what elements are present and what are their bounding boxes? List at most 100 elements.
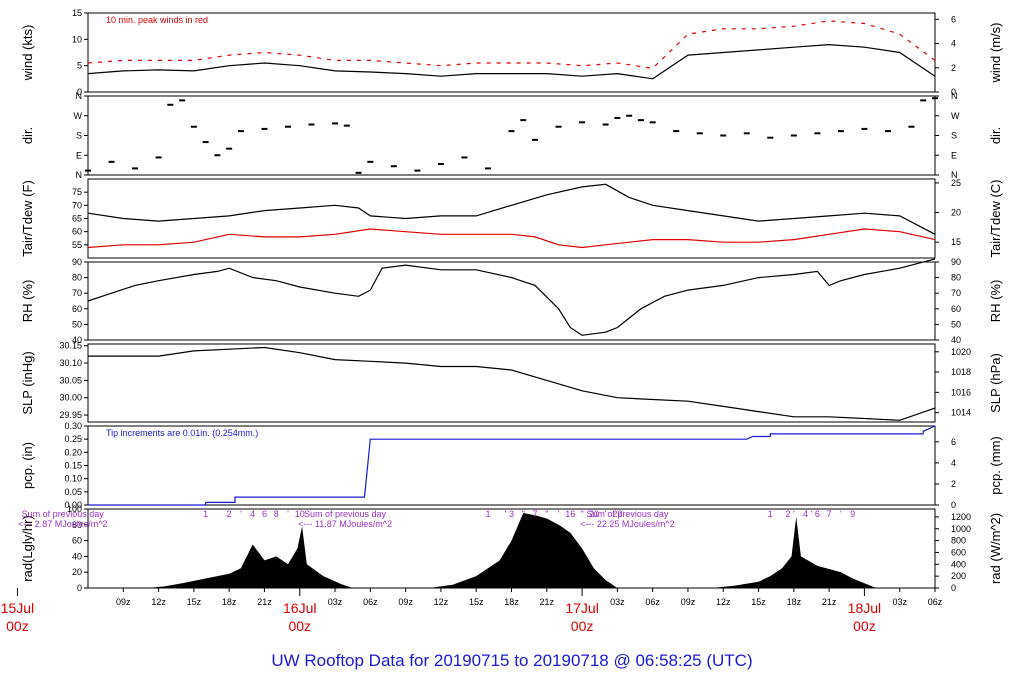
hour-mark: ' xyxy=(505,509,507,519)
daily-sum-note: Sum of previous day xyxy=(304,509,387,519)
left-axis-title: SLP (inHg) xyxy=(20,351,35,414)
right-tick-label: 200 xyxy=(951,571,966,581)
Tair-line xyxy=(87,183,936,235)
left-axis-title: Tair/Tdew (F) xyxy=(20,180,35,257)
left-tick-label: N xyxy=(76,170,83,180)
left-axis-title: dir. xyxy=(20,127,35,144)
right-tick-label: 25 xyxy=(951,178,961,188)
left-tick-label: 80 xyxy=(72,273,82,283)
panel-frame xyxy=(87,95,936,176)
left-axis-title: wind (kts) xyxy=(20,25,35,82)
direction-point xyxy=(85,169,91,172)
direction-point xyxy=(520,119,527,122)
direction-point xyxy=(343,124,350,127)
hour-tick-label: 15z xyxy=(751,597,766,607)
right-tick-label: 1018 xyxy=(951,367,971,377)
direction-point xyxy=(579,121,586,124)
left-tick-label: 30.15 xyxy=(59,341,82,351)
right-tick-label: 800 xyxy=(951,536,966,546)
direction-point xyxy=(437,163,444,166)
hour-tick-label: 21z xyxy=(822,597,837,607)
right-axis-title: SLP (hPa) xyxy=(988,353,1003,413)
left-tick-label: 15 xyxy=(72,8,82,18)
right-axis-title: Tair/Tdew (C) xyxy=(988,179,1003,257)
daily-sum-value: <--- 22.25 MJoules/m^2 xyxy=(580,519,675,529)
hour-mark: 1 xyxy=(203,509,208,519)
right-tick-label: 1000 xyxy=(951,524,971,534)
hour-mark: 16 xyxy=(565,509,575,519)
left-tick-label: 0.15 xyxy=(64,461,82,471)
hour-tick-label: 03z xyxy=(328,597,343,607)
hour-mark: ' xyxy=(287,509,289,519)
direction-point xyxy=(390,165,397,168)
daily-sum-value: <--- 2.87 MJoules/m^2 xyxy=(18,519,108,529)
radiation-area xyxy=(88,513,935,588)
hour-tick-label: 18z xyxy=(504,597,519,607)
direction-point xyxy=(532,138,539,141)
hour-mark: ' xyxy=(605,509,607,519)
panel-note: Tip increments are 0.01in. (0.254mm.) xyxy=(106,428,258,438)
left-tick-label: 70 xyxy=(72,200,82,210)
direction-point xyxy=(673,130,680,133)
direction-point xyxy=(284,125,291,128)
hour-tick-label: 18z xyxy=(222,597,237,607)
left-tick-label: 0.25 xyxy=(64,434,82,444)
hour-tick-label: 09z xyxy=(116,597,131,607)
panel-rh: 40 50 60 70 80 90 40 50 60 70 80 90 RH (%) RH (%) xyxy=(20,257,1003,345)
right-axis-title: rad (W/m^2) xyxy=(988,513,1003,584)
direction-point xyxy=(367,160,374,163)
panel-note: 10 min. peak winds in red xyxy=(106,15,208,25)
direction-point xyxy=(190,125,197,128)
left-axis-title: rad(Lgly/hr) xyxy=(20,515,35,581)
left-tick-label: 20 xyxy=(72,567,82,577)
hour-tick-label: 12z xyxy=(434,597,449,607)
hour-mark: 10 xyxy=(295,509,305,519)
direction-point xyxy=(484,167,491,170)
hour-tick-label: 21z xyxy=(257,597,272,607)
wind-line xyxy=(87,43,936,80)
left-tick-label: 0.00 xyxy=(64,500,82,510)
left-tick-label: 30.10 xyxy=(59,358,82,368)
left-tick-label: 0.05 xyxy=(64,487,82,497)
day-time-label: 00z xyxy=(853,618,876,634)
hour-mark: 20 xyxy=(589,509,599,519)
left-tick-label: N xyxy=(76,91,83,101)
right-tick-label: W xyxy=(951,111,960,121)
hour-mark: 8 xyxy=(274,509,279,519)
direction-point xyxy=(461,156,468,159)
hour-tick-label: 21z xyxy=(540,597,555,607)
hour-mark: 4 xyxy=(803,509,808,519)
direction-point xyxy=(932,97,938,100)
right-tick-label: 70 xyxy=(951,288,961,298)
left-tick-label: 80 xyxy=(72,520,82,530)
left-tick-label: 0 xyxy=(77,87,82,97)
hour-mark: 7 xyxy=(827,509,832,519)
hour-mark: 9 xyxy=(850,509,855,519)
right-tick-label: 1016 xyxy=(951,387,971,397)
right-tick-label: 2 xyxy=(951,63,956,73)
left-tick-label: 100 xyxy=(67,504,82,514)
right-tick-label: 1200 xyxy=(951,512,971,522)
hour-mark: 7 xyxy=(533,509,538,519)
left-tick-label: 0.10 xyxy=(64,474,82,484)
hour-tick-label: 06z xyxy=(928,597,943,607)
direction-point xyxy=(884,130,891,133)
panel-pcp: 0.00 0.05 0.10 0.15 0.20 0.25 0.30 0 2 4 6 pcp. (in… xyxy=(20,421,1003,510)
left-tick-label: 40 xyxy=(72,335,82,345)
hour-mark: '' xyxy=(545,509,549,519)
day-time-label: 00z xyxy=(288,618,311,634)
hour-mark: 1 xyxy=(768,509,773,519)
right-tick-label: 0 xyxy=(951,500,956,510)
right-tick-label: 6 xyxy=(951,14,956,24)
RH-line xyxy=(87,258,936,336)
hour-tick-label: 12z xyxy=(151,597,166,607)
left-tick-label: 90 xyxy=(72,257,82,267)
day-label: 16Jul xyxy=(283,600,316,616)
direction-point xyxy=(179,99,186,102)
right-tick-label: 400 xyxy=(951,559,966,569)
direction-point xyxy=(814,132,821,135)
Tdew-line xyxy=(87,228,936,249)
left-axis-title: RH (%) xyxy=(20,280,35,323)
right-tick-label: 80 xyxy=(951,273,961,283)
